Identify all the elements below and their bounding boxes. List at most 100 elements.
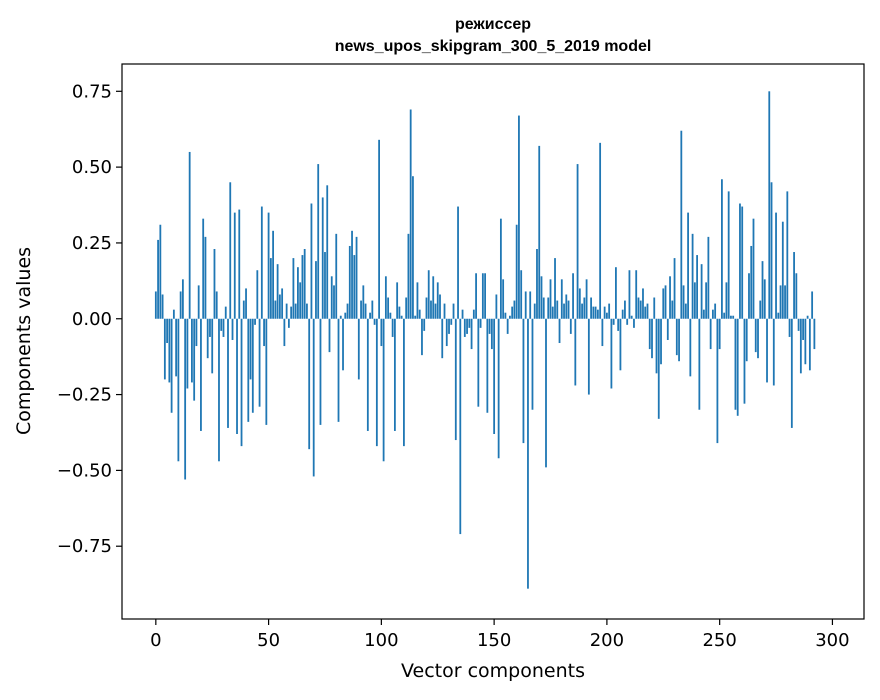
bar-122 (430, 300, 432, 319)
bar-264 (750, 245, 753, 319)
bar-172 (542, 297, 545, 319)
bar-260 (741, 206, 744, 319)
bar-165 (527, 318, 529, 589)
x-axis-ticks: 0 50 100 150 200 250 300 (150, 619, 850, 651)
bar-123 (432, 276, 435, 319)
x-tick-label: 100 (364, 630, 398, 651)
bar-146 (484, 273, 486, 319)
bar-39 (242, 300, 245, 319)
bar-152 (497, 318, 500, 459)
bar-170 (538, 145, 541, 319)
bar-247 (711, 309, 714, 319)
bar-58 (285, 303, 288, 319)
bar-237 (689, 318, 692, 377)
bar-144 (479, 318, 482, 328)
bar-256 (732, 315, 735, 319)
bar-12 (181, 279, 184, 319)
bar-166 (529, 291, 532, 319)
y-tick-label: 0.50 (72, 157, 112, 178)
bar-107 (396, 282, 399, 319)
bar-41 (247, 318, 250, 422)
bar-66 (303, 249, 306, 319)
bar-89 (355, 236, 358, 319)
bar-280 (786, 191, 789, 319)
bar-245 (707, 236, 710, 319)
bar-177 (554, 258, 556, 319)
bar-94 (366, 318, 369, 431)
bar-15 (188, 151, 191, 319)
bar-265 (752, 218, 755, 319)
bar-217 (644, 306, 647, 319)
bar-85 (346, 303, 349, 319)
bar-90 (357, 318, 360, 380)
bar-221 (653, 297, 656, 319)
y-tick-label: −0.50 (57, 460, 112, 481)
bar-20 (200, 318, 202, 431)
bar-212 (633, 318, 635, 328)
bar-163 (522, 318, 525, 444)
bar-76 (326, 185, 329, 319)
bar-223 (657, 318, 660, 419)
bar-100 (380, 318, 383, 347)
bar-254 (727, 191, 730, 319)
bar-224 (660, 318, 662, 365)
bar-31 (224, 306, 227, 319)
bar-25 (211, 318, 214, 374)
bar-289 (806, 315, 809, 319)
x-tick-label: 200 (590, 630, 624, 651)
plot-area-frame (121, 63, 865, 620)
bar-23 (206, 318, 209, 359)
bar-63 (297, 267, 299, 319)
bar-209 (626, 318, 629, 325)
bar-284 (795, 273, 798, 319)
bar-268 (759, 300, 762, 319)
bar-21 (202, 218, 205, 319)
bar-33 (229, 182, 232, 319)
bar-184 (569, 318, 572, 334)
bar-116 (416, 282, 419, 319)
bar-64 (299, 282, 302, 319)
bar-1 (157, 239, 159, 319)
bar-135 (459, 318, 462, 535)
bar-259 (739, 203, 741, 319)
bar-143 (477, 318, 480, 407)
bar-214 (637, 297, 640, 319)
bar-197 (599, 142, 602, 319)
bar-111 (405, 297, 408, 319)
bar-29 (220, 318, 223, 331)
bar-57 (283, 318, 286, 347)
bar-287 (802, 318, 804, 340)
bar-236 (687, 212, 689, 319)
bar-71 (315, 261, 317, 319)
bar-176 (551, 306, 554, 319)
bar-205 (617, 318, 620, 331)
bar-104 (389, 312, 392, 319)
bar-277 (779, 285, 782, 319)
bar-192 (587, 318, 590, 395)
bar-128 (443, 303, 446, 319)
bar-35 (233, 212, 236, 319)
bar-206 (619, 318, 622, 371)
bar-102 (384, 276, 387, 319)
bar-60 (290, 306, 293, 319)
bar-106 (393, 318, 396, 431)
bar-239 (693, 282, 696, 319)
bar-130 (448, 318, 450, 334)
bar-233 (680, 130, 683, 319)
bar-28 (218, 318, 220, 462)
bar-200 (605, 312, 608, 319)
bar-226 (664, 285, 667, 319)
bar-270 (763, 279, 766, 319)
bar-158 (511, 306, 514, 319)
bar-109 (400, 315, 403, 319)
bar-281 (788, 318, 791, 337)
x-axis-label: Vector components (401, 660, 585, 682)
bar-99 (378, 139, 380, 319)
bar-276 (777, 312, 780, 319)
bar-173 (545, 318, 547, 468)
bar-208 (624, 300, 626, 319)
bar-253 (725, 282, 728, 319)
chart-title-line2: news_upos_skipgram_300_5_2019 model (335, 38, 652, 55)
bar-108 (398, 306, 401, 319)
bar-88 (353, 255, 356, 319)
